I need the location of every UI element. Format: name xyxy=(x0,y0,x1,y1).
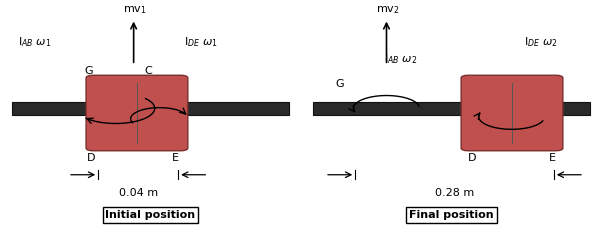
Text: 0.28 m: 0.28 m xyxy=(435,188,474,198)
Text: 0.04 m: 0.04 m xyxy=(119,188,158,198)
Text: I$_{AB}$ $\omega_2$: I$_{AB}$ $\omega_2$ xyxy=(384,52,417,66)
Text: Initial position: Initial position xyxy=(105,210,196,220)
Text: E: E xyxy=(172,153,179,163)
Text: G: G xyxy=(85,66,93,76)
Text: E: E xyxy=(549,153,556,163)
Text: C: C xyxy=(144,66,152,76)
FancyBboxPatch shape xyxy=(12,102,289,115)
Text: D: D xyxy=(87,153,96,163)
Text: I$_{DE}$ $\omega_2$: I$_{DE}$ $\omega_2$ xyxy=(524,35,557,49)
FancyBboxPatch shape xyxy=(313,102,590,115)
Text: I$_{AB}$ $\omega_1$: I$_{AB}$ $\omega_1$ xyxy=(18,35,52,49)
FancyBboxPatch shape xyxy=(86,75,188,151)
FancyBboxPatch shape xyxy=(461,75,563,151)
Text: mv$_2$: mv$_2$ xyxy=(376,4,400,16)
Text: D: D xyxy=(468,153,477,163)
Text: G: G xyxy=(336,79,344,89)
Text: Final position: Final position xyxy=(409,210,494,220)
Text: I$_{DE}$ $\omega_1$: I$_{DE}$ $\omega_1$ xyxy=(184,35,217,49)
Text: mv$_1$: mv$_1$ xyxy=(123,4,147,16)
